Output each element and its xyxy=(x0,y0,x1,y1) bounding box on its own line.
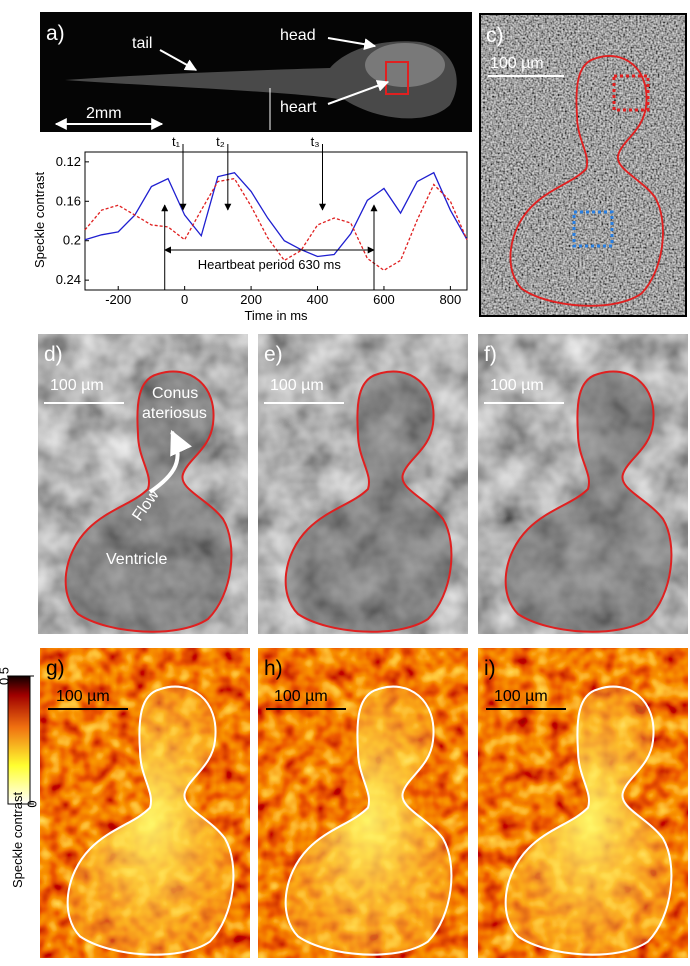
x-tick-label: -200 xyxy=(105,292,131,307)
head-shape xyxy=(365,43,445,87)
x-tick-label: 200 xyxy=(240,292,262,307)
tadpole xyxy=(65,41,457,119)
x-axis-label: Time in ms xyxy=(244,308,308,323)
label: tail xyxy=(132,35,152,52)
scale-label: 100 µm xyxy=(494,688,548,705)
flow-arrow xyxy=(148,429,192,494)
frame xyxy=(479,13,687,317)
x-tick-label: 800 xyxy=(440,292,462,307)
colorbar: Speckle contrast 0.5 0 xyxy=(0,667,39,888)
plot-frame xyxy=(84,151,468,291)
colorbar-gradient xyxy=(7,675,31,805)
arrow xyxy=(327,37,377,51)
roi xyxy=(572,210,614,248)
panel-b: Speckle contrast Time in ms b) -20002004… xyxy=(32,134,468,323)
panel-label: d) xyxy=(44,343,63,366)
arrow xyxy=(327,80,390,105)
data-line xyxy=(84,171,468,258)
panel-i: i) 100 µm xyxy=(478,648,688,958)
y-tick-label: 0.16 xyxy=(56,193,81,208)
scale-label: 100 µm xyxy=(490,55,544,72)
image xyxy=(480,14,686,316)
panel-g: g) 100 µm xyxy=(40,648,250,958)
heart-box xyxy=(385,61,409,95)
y-tick-label: 0.2 xyxy=(63,233,81,248)
y-axis-label: Speckle contrast xyxy=(32,172,47,268)
panel-label: g) xyxy=(46,657,65,680)
scale-label: 100 µm xyxy=(50,377,104,394)
scale-label: 100 µm xyxy=(490,377,544,394)
colorbar-tick-label: 0.5 xyxy=(0,667,11,685)
label: Conus xyxy=(152,385,198,402)
panel-e: e) 100 µm xyxy=(258,334,468,634)
label: head xyxy=(280,27,316,44)
scale-label: 100 µm xyxy=(274,688,328,705)
panel-label: e) xyxy=(264,343,283,366)
y-tick-label: 0.12 xyxy=(56,154,81,169)
period-label: Heartbeat period 630 ms xyxy=(198,257,342,272)
label: ateriosus xyxy=(142,405,207,422)
panel-label: f) xyxy=(484,343,497,366)
colorbar-tick-label: 0 xyxy=(24,800,39,807)
panel-c: c) 100 µm xyxy=(479,13,687,317)
panel-a: a) tail head heart 2mm xyxy=(40,12,472,132)
roi xyxy=(612,74,650,112)
label: heart xyxy=(280,99,317,116)
panel-label: c) xyxy=(486,24,504,47)
y-tick-label: 0.24 xyxy=(56,272,81,287)
arrow xyxy=(159,49,198,71)
panel-f: f) 100 µm xyxy=(478,334,688,634)
label: Ventricle xyxy=(106,551,167,568)
panel-label: h) xyxy=(264,657,283,680)
panel-label: a) xyxy=(46,22,65,45)
x-tick-label: 600 xyxy=(373,292,395,307)
scale-label: 100 µm xyxy=(56,688,110,705)
time-marker-label: t₂ xyxy=(216,134,225,149)
scale-label: 100 µm xyxy=(270,377,324,394)
panel-label: i) xyxy=(484,657,496,680)
time-marker-label: t₁ xyxy=(172,134,181,149)
x-tick-label: 0 xyxy=(181,292,188,307)
time-marker-label: t₃ xyxy=(311,134,320,149)
scale-label: 2mm xyxy=(86,105,122,122)
colorbar-label: Speckle contrast xyxy=(10,792,25,888)
x-tick-label: 400 xyxy=(307,292,329,307)
panel-h: h) 100 µm xyxy=(258,648,468,958)
panel-d: d) 100 µm Conus ateriosus Flow Ventricle xyxy=(38,334,248,634)
